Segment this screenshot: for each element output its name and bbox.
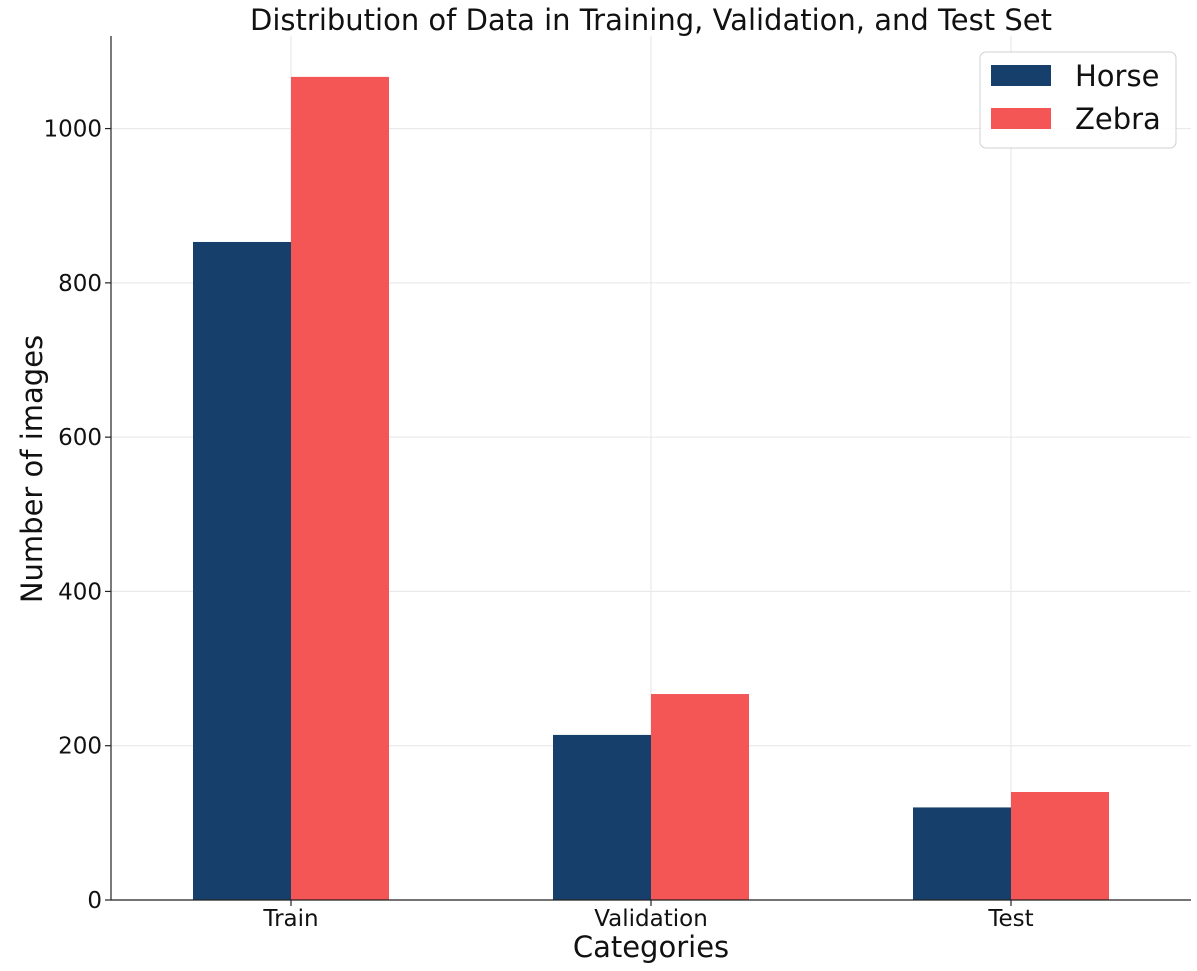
x-ticks: Train Validation Test (262, 900, 1034, 932)
x-axis-label: Categories (573, 930, 729, 964)
x-tick-label: Train (262, 906, 318, 932)
y-tick-label: 400 (58, 579, 102, 605)
chart-title: Distribution of Data in Training, Valida… (250, 3, 1052, 37)
legend-swatch-zebra (991, 108, 1051, 129)
legend: Horse Zebra (979, 51, 1177, 149)
bar-horse-validation (553, 734, 651, 900)
x-tick-label: Test (987, 906, 1033, 932)
y-tick-label: 0 (87, 888, 102, 914)
bar-horse-train (193, 241, 291, 900)
y-tick-label: 800 (58, 271, 102, 297)
legend-swatch-horse (991, 65, 1051, 86)
bar-horse-test (913, 807, 1011, 900)
y-tick-label: 200 (58, 734, 102, 760)
y-ticks: 0 200 400 600 800 1000 (43, 117, 111, 914)
y-axis-label: Number of images (15, 335, 49, 603)
legend-label-horse: Horse (1075, 59, 1159, 93)
bar-zebra-validation (651, 694, 749, 900)
y-tick-label: 600 (58, 425, 102, 451)
legend-label-zebra: Zebra (1075, 102, 1161, 136)
y-tick-label: 1000 (43, 117, 102, 143)
bars (193, 76, 1109, 900)
bar-zebra-train (291, 76, 389, 900)
bar-zebra-test (1011, 792, 1109, 900)
x-tick-label: Validation (594, 906, 708, 932)
